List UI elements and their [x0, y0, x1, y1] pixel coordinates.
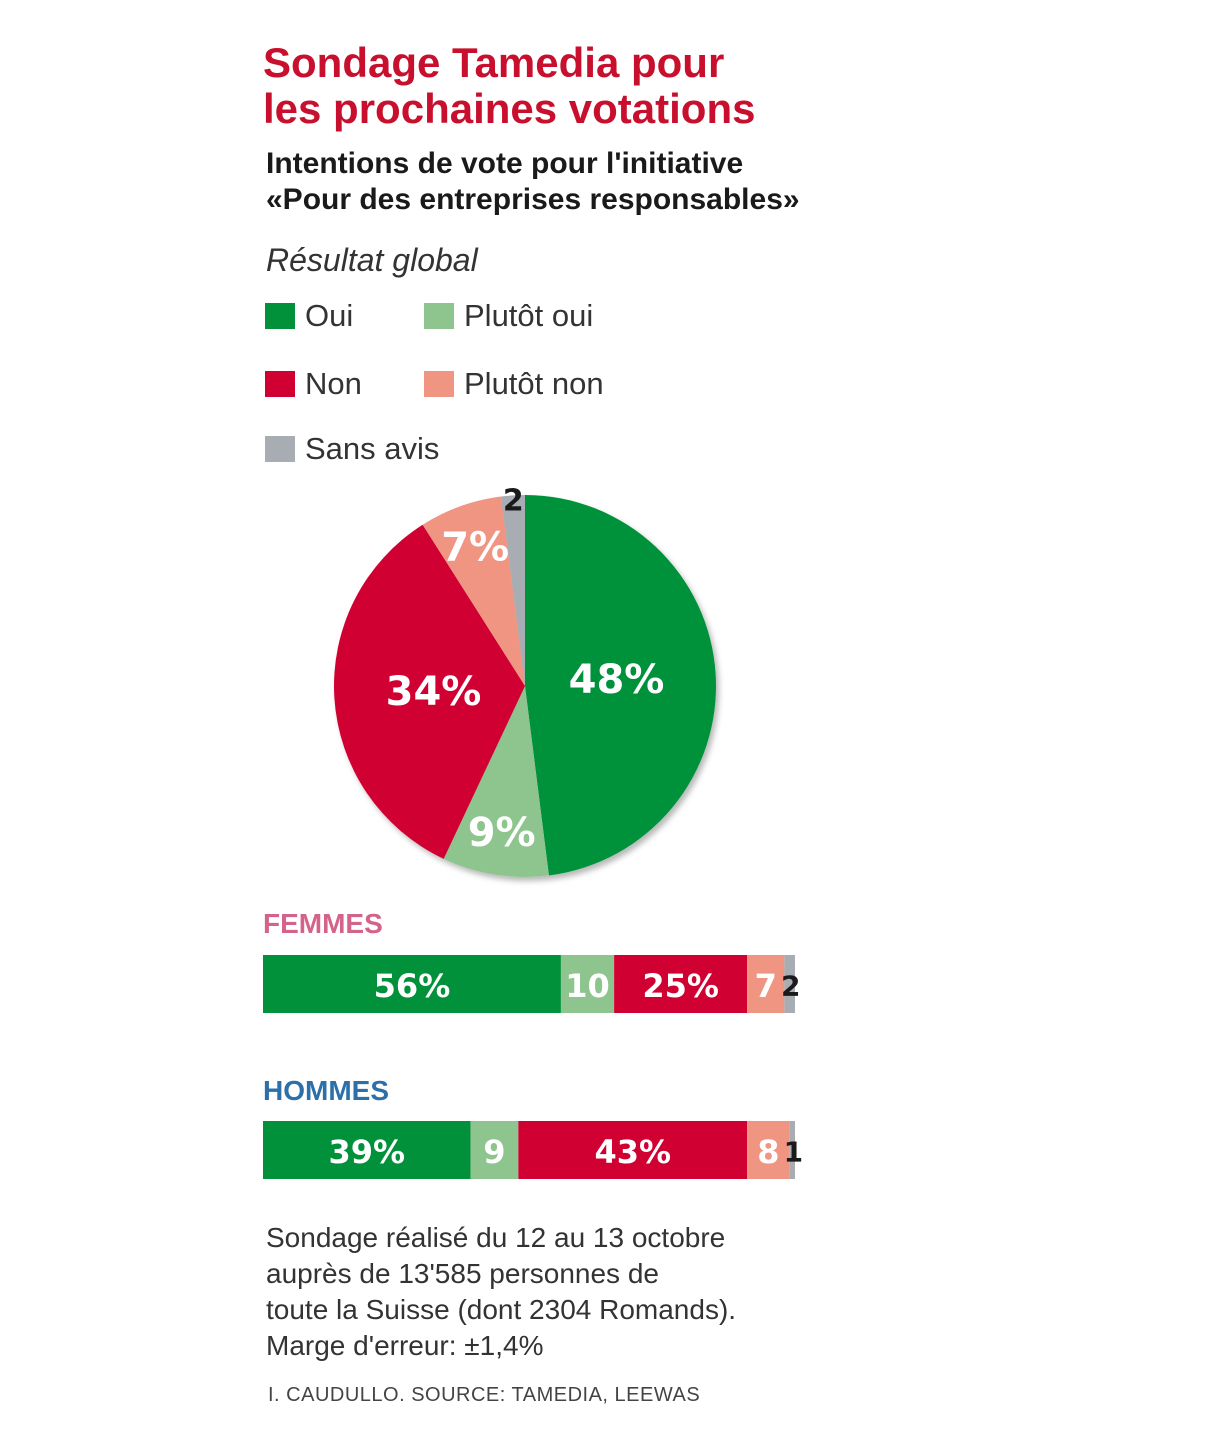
legend-swatch-non	[265, 371, 295, 397]
hommes-label-non: 43%	[594, 1133, 671, 1171]
chart-subtitle: Intentions de vote pour l'initiative «Po…	[266, 146, 1166, 218]
subtitle-line-2: «Pour des entreprises responsables»	[266, 183, 800, 216]
footnote-line-4: Marge d'erreur: ±1,4%	[266, 1330, 544, 1361]
pie-label-sans-avis: 2	[503, 485, 524, 519]
legend-label-non: Non	[305, 366, 362, 401]
title-line-2: les prochaines votations	[263, 85, 756, 132]
femmes-label-sans-avis: 2	[781, 970, 800, 1003]
hommes-segment-plutot-oui	[470, 1121, 519, 1179]
legend-item-oui: Oui	[265, 298, 353, 334]
pie-chart: 48% 9% 34% 7% 2	[334, 485, 717, 877]
footnote-line-1: Sondage réalisé du 12 au 13 octobre	[266, 1222, 726, 1253]
legend-swatch-sans-avis	[265, 436, 295, 462]
femmes-segment-non	[614, 955, 748, 1013]
legend-label-sans-avis: Sans avis	[305, 431, 440, 466]
hommes-segment-sans-avis	[789, 1121, 795, 1179]
femmes-segment-plutot-non	[747, 955, 785, 1013]
pie-slice-non	[334, 524, 525, 859]
hommes-label: HOMMES	[263, 1075, 389, 1106]
title-line-1: Sondage Tamedia pour	[263, 39, 725, 86]
subtitle-line-1: Intentions de vote pour l'initiative	[266, 147, 744, 180]
legend-item-plutot-oui: Plutôt oui	[424, 298, 593, 334]
chart-title: Sondage Tamedia pour les prochaines vota…	[263, 40, 1163, 132]
legend-item-plutot-non: Plutôt non	[424, 366, 604, 402]
hommes-segment-non	[518, 1121, 748, 1179]
legend-label-plutot-non: Plutôt non	[464, 366, 604, 401]
hommes-segment-oui	[263, 1121, 471, 1179]
pie-slice-plutot-oui	[443, 686, 549, 877]
hommes-label-plutot-oui: 9	[483, 1133, 505, 1171]
hommes-segment-plutot-non	[747, 1121, 790, 1179]
hommes-label-plutot-non: 8	[757, 1133, 779, 1171]
femmes-segment-sans-avis	[784, 955, 795, 1013]
legend-label-oui: Oui	[305, 298, 354, 333]
legend-label-plutot-oui: Plutôt oui	[464, 298, 594, 333]
hommes-label-oui: 39%	[328, 1133, 405, 1171]
legend-swatch-plutot-non	[424, 371, 454, 397]
femmes-label: FEMMES	[263, 908, 383, 939]
legend-swatch-oui	[265, 303, 295, 329]
pie-label-oui: 48%	[569, 657, 665, 703]
source-credit: I. CAUDULLO. SOURCE: TAMEDIA, LEEWAS	[268, 1384, 701, 1406]
footnote: Sondage réalisé du 12 au 13 octobre aupr…	[266, 1220, 1166, 1364]
footnote-line-3: toute la Suisse (dont 2304 Romands).	[266, 1294, 737, 1325]
legend-item-sans-avis: Sans avis	[265, 431, 439, 467]
legend-item-non: Non	[265, 366, 362, 402]
femmes-label-plutot-oui: 10	[565, 967, 610, 1005]
femmes-segment-plutot-oui	[560, 955, 615, 1013]
footnote-line-2: auprès de 13'585 personnes de	[266, 1258, 659, 1289]
hommes-stacked-bar: 39% 9 43% 8 1	[263, 1121, 803, 1179]
section-label: Résultat global	[266, 242, 478, 278]
femmes-label-plutot-non: 7	[755, 967, 777, 1005]
femmes-stacked-bar: 56% 10 25% 7 2	[263, 955, 800, 1013]
pie-label-non: 34%	[386, 669, 482, 715]
pie-slice-sans-avis	[501, 495, 525, 686]
femmes-label-non: 25%	[642, 967, 719, 1005]
pie-label-plutot-oui: 9%	[468, 810, 536, 856]
pie-slice-plutot-non	[422, 496, 525, 686]
hommes-label-sans-avis: 1	[784, 1136, 803, 1169]
pie-label-plutot-non: 7%	[441, 525, 509, 571]
femmes-segment-oui	[263, 955, 561, 1013]
legend-swatch-plutot-oui	[424, 303, 454, 329]
femmes-label-oui: 56%	[374, 967, 451, 1005]
pie-slice-oui	[525, 495, 717, 876]
